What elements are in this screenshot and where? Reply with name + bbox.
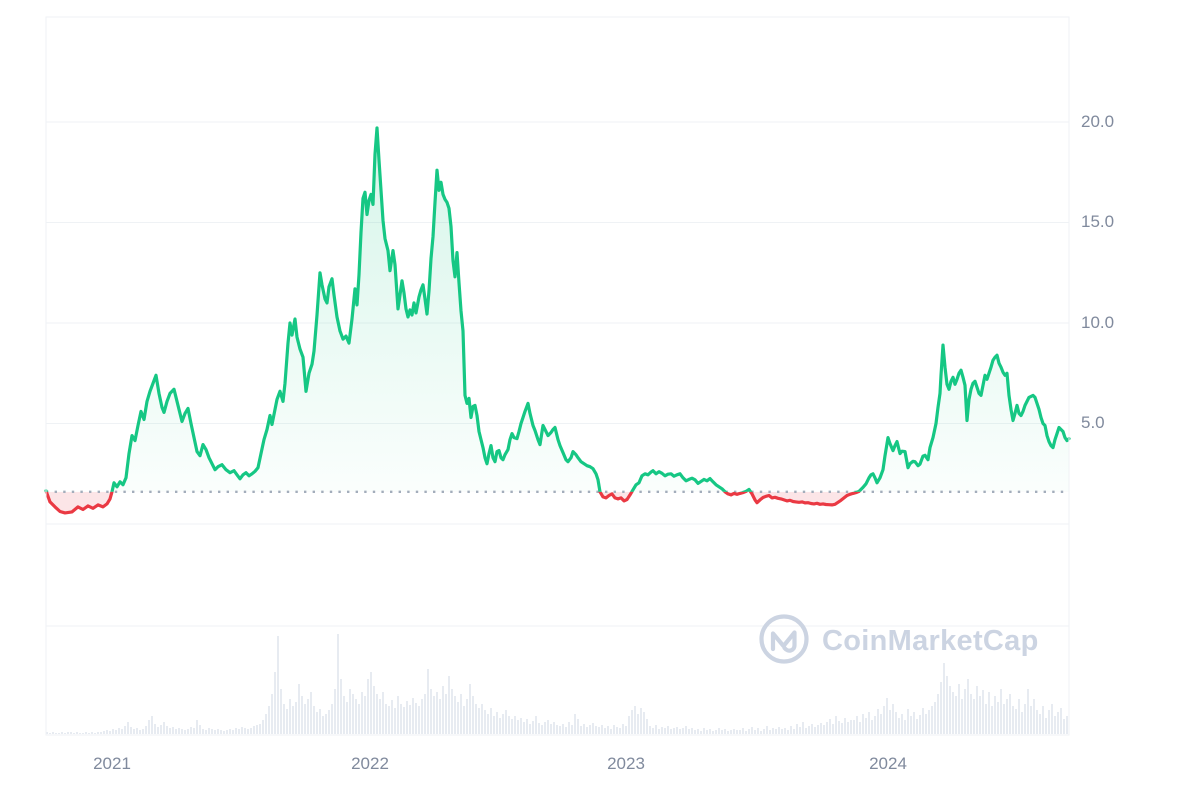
price-line-up [44, 126, 1071, 492]
y-tick-10: 10.0 [1081, 313, 1115, 332]
price-area-down [46, 491, 858, 513]
x-tick-2024: 2024 [869, 754, 907, 773]
x-tick-2023: 2023 [607, 754, 645, 773]
x-tick-2021: 2021 [93, 754, 131, 773]
y-tick-15: 15.0 [1081, 212, 1115, 231]
price-area-up [46, 128, 1069, 492]
y-tick-5: 5.0 [1081, 413, 1105, 432]
y-tick-20: 20.0 [1081, 112, 1115, 131]
x-tick-2022: 2022 [351, 754, 389, 773]
plot-border [45, 16, 1070, 736]
volume-bars [46, 634, 1068, 734]
